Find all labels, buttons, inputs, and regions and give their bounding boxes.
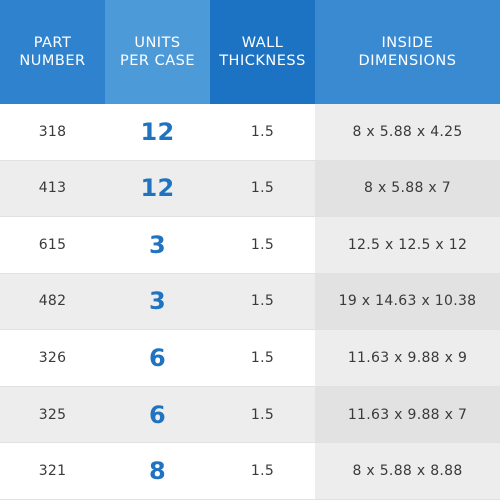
part-number-cell: 326 [0,330,105,387]
header-inside-dimensions: INSIDE DIMENSIONS [315,0,500,104]
inside-dimensions-cell: 19 x 14.63 x 10.38 [315,273,500,331]
part-number-cell: 615 [0,217,105,274]
wall-thickness-cell: 1.5 [210,330,315,387]
wall-thickness-cell: 1.5 [210,104,315,161]
part-number-cell: 321 [0,443,105,500]
units-per-case-cell: 12 [105,104,210,161]
wall-thickness-cell: 1.5 [210,160,315,218]
wall-thickness-cell: 1.5 [210,443,315,500]
part-number-cell: 413 [0,160,105,218]
inside-dimensions-cell: 11.63 x 9.88 x 9 [315,330,500,387]
header-units-per-case: UNITS PER CASE [105,0,210,104]
inside-dimensions-cell: 8 x 5.88 x 7 [315,160,500,218]
wall-thickness-cell: 1.5 [210,217,315,274]
units-per-case-cell: 12 [105,160,210,218]
units-per-case-cell: 3 [105,217,210,274]
units-per-case-cell: 6 [105,330,210,387]
wall-thickness-cell: 1.5 [210,386,315,444]
inside-dimensions-cell: 8 x 5.88 x 8.88 [315,443,500,500]
units-per-case-cell: 8 [105,443,210,500]
header-part-number: PART NUMBER [0,0,105,104]
header-wall-thickness: WALL THICKNESS [210,0,315,104]
part-number-cell: 318 [0,104,105,161]
part-number-cell: 482 [0,273,105,331]
inside-dimensions-cell: 8 x 5.88 x 4.25 [315,104,500,161]
part-number-cell: 325 [0,386,105,444]
wall-thickness-cell: 1.5 [210,273,315,331]
units-per-case-cell: 6 [105,386,210,444]
inside-dimensions-cell: 12.5 x 12.5 x 12 [315,217,500,274]
units-per-case-cell: 3 [105,273,210,331]
inside-dimensions-cell: 11.63 x 9.88 x 7 [315,386,500,444]
